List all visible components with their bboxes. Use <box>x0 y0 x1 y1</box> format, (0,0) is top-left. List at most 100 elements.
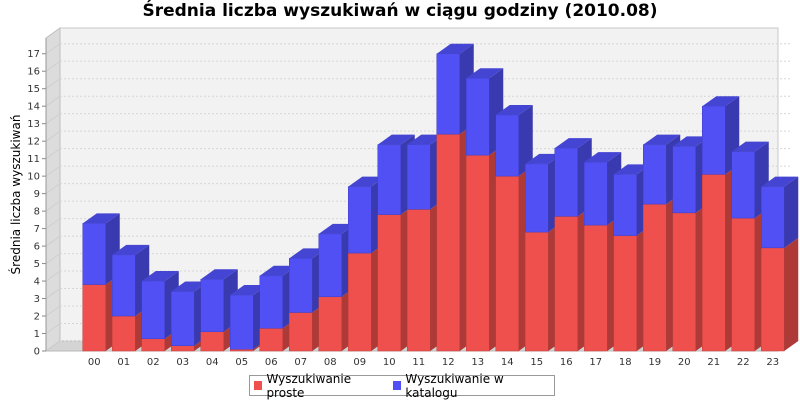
gridline-side-17 <box>45 43 61 55</box>
x-tick-label-07: 07 <box>294 357 307 368</box>
legend-swatch-series-2 <box>392 381 402 390</box>
bar-2-15 <box>524 163 549 233</box>
legend-item-series-1: Wyszukiwanie proste <box>254 372 385 400</box>
bar-2-10 <box>377 144 402 215</box>
y-axis-label: Średnia liczba wyszukiwań <box>8 115 23 275</box>
gridline-side-8 <box>45 200 61 212</box>
x-tick-label-06: 06 <box>265 357 278 368</box>
bar-1-13 <box>465 154 490 352</box>
bar-top-10 <box>377 134 415 145</box>
gridline-side-2 <box>45 305 61 317</box>
x-tick-label-22: 22 <box>737 357 750 368</box>
y-tick-label-2: 2 <box>34 312 40 323</box>
x-tick-label-21: 21 <box>707 357 720 368</box>
bar-top-03 <box>171 281 209 292</box>
y-tick-label-14: 14 <box>27 102 40 113</box>
bar-2-19 <box>642 144 667 205</box>
gridline-side-7 <box>45 218 61 230</box>
x-tick-label-08: 08 <box>324 357 337 368</box>
bar-1-00 <box>82 284 107 352</box>
bar-top-14 <box>495 104 533 115</box>
x-tick-label-04: 04 <box>206 357 219 368</box>
bar-1-03 <box>170 345 195 352</box>
x-tick-label-03: 03 <box>176 357 189 368</box>
bar-top-08 <box>318 223 356 234</box>
gridline-side-4 <box>45 270 61 282</box>
bar-1-08 <box>318 296 343 352</box>
bar-2-21 <box>701 105 726 175</box>
bar-2-22 <box>731 151 756 219</box>
bar-top-13 <box>466 68 504 79</box>
x-tick-label-16: 16 <box>560 357 573 368</box>
bar-top-19 <box>643 134 681 145</box>
gridline-side-15 <box>45 78 61 90</box>
bar-top-22 <box>731 141 769 152</box>
x-tick-label-20: 20 <box>678 357 691 368</box>
y-tick-label-3: 3 <box>34 294 40 305</box>
chart-title: Średnia liczba wyszukiwań w ciągu godzin… <box>142 1 658 21</box>
bar-2-23 <box>760 186 785 249</box>
legend: Wyszukiwanie proste Wyszukiwanie w katal… <box>249 372 555 400</box>
y-tick-label-8: 8 <box>34 207 40 218</box>
bar-1-09 <box>347 252 372 352</box>
gridline-side-3 <box>45 288 61 299</box>
y-tick-label-6: 6 <box>34 242 40 253</box>
bar-top-20 <box>672 136 710 147</box>
bar-top-02 <box>141 271 179 282</box>
x-tick-label-05: 05 <box>235 357 248 368</box>
y-tick-label-13: 13 <box>27 119 40 130</box>
bar-top-06 <box>259 265 297 276</box>
bar-2-12 <box>436 53 461 135</box>
bar-1-17 <box>583 224 608 352</box>
x-tick-label-00: 00 <box>88 357 101 368</box>
x-tick-label-12: 12 <box>442 357 455 368</box>
bar-top-11 <box>407 134 445 145</box>
bar-2-00 <box>82 223 107 285</box>
y-tick-label-17: 17 <box>27 49 40 60</box>
gridline-side-5 <box>45 253 61 264</box>
bar-2-20 <box>672 146 697 214</box>
legend-label-series-2: Wyszukiwanie w katalogu <box>405 371 504 400</box>
x-tick-label-23: 23 <box>766 357 779 368</box>
legend-item-series-2: Wyszukiwanie w katalogu <box>392 371 550 400</box>
bar-2-03 <box>170 291 195 347</box>
bar-top-00 <box>82 213 120 224</box>
y-tick-label-0: 0 <box>34 347 40 358</box>
x-tick-label-13: 13 <box>471 357 484 368</box>
bar-top-15 <box>525 153 563 164</box>
x-tick-label-11: 11 <box>412 357 425 368</box>
y-tick-label-15: 15 <box>27 84 40 95</box>
bar-1-02 <box>141 338 166 352</box>
bar-top-07 <box>289 248 327 259</box>
y-tick-label-10: 10 <box>27 172 40 183</box>
bar-1-10 <box>377 214 402 352</box>
bar-top-01 <box>112 244 150 255</box>
bar-1-22 <box>731 217 756 352</box>
bar-1-04 <box>200 331 225 352</box>
gridline-side-0 <box>45 340 61 352</box>
gridline-side-11 <box>45 148 61 160</box>
bar-2-09 <box>347 186 372 254</box>
y-tick-label-1: 1 <box>34 329 40 340</box>
bar-2-05 <box>229 294 254 350</box>
bar-2-07 <box>288 258 313 313</box>
bar-2-18 <box>613 174 638 236</box>
bar-1-05 <box>229 349 254 352</box>
gridline-side-9 <box>45 183 61 195</box>
bar-2-13 <box>465 77 490 156</box>
bar-2-11 <box>406 144 431 210</box>
y-tick-label-16: 16 <box>27 67 40 78</box>
bar-2-01 <box>111 254 136 317</box>
gridline-side-13 <box>45 113 61 125</box>
x-tick-label-10: 10 <box>383 357 396 368</box>
y-tick-label-12: 12 <box>27 137 40 148</box>
bar-top-21 <box>702 96 740 107</box>
bar-2-06 <box>259 275 284 329</box>
legend-swatch-series-1 <box>254 381 263 390</box>
bar-2-04 <box>200 279 225 333</box>
plot-left-wall <box>45 27 61 352</box>
gridline-side-10 <box>45 165 61 177</box>
bar-side-1-23 <box>784 237 799 351</box>
bar-2-02 <box>141 280 166 340</box>
